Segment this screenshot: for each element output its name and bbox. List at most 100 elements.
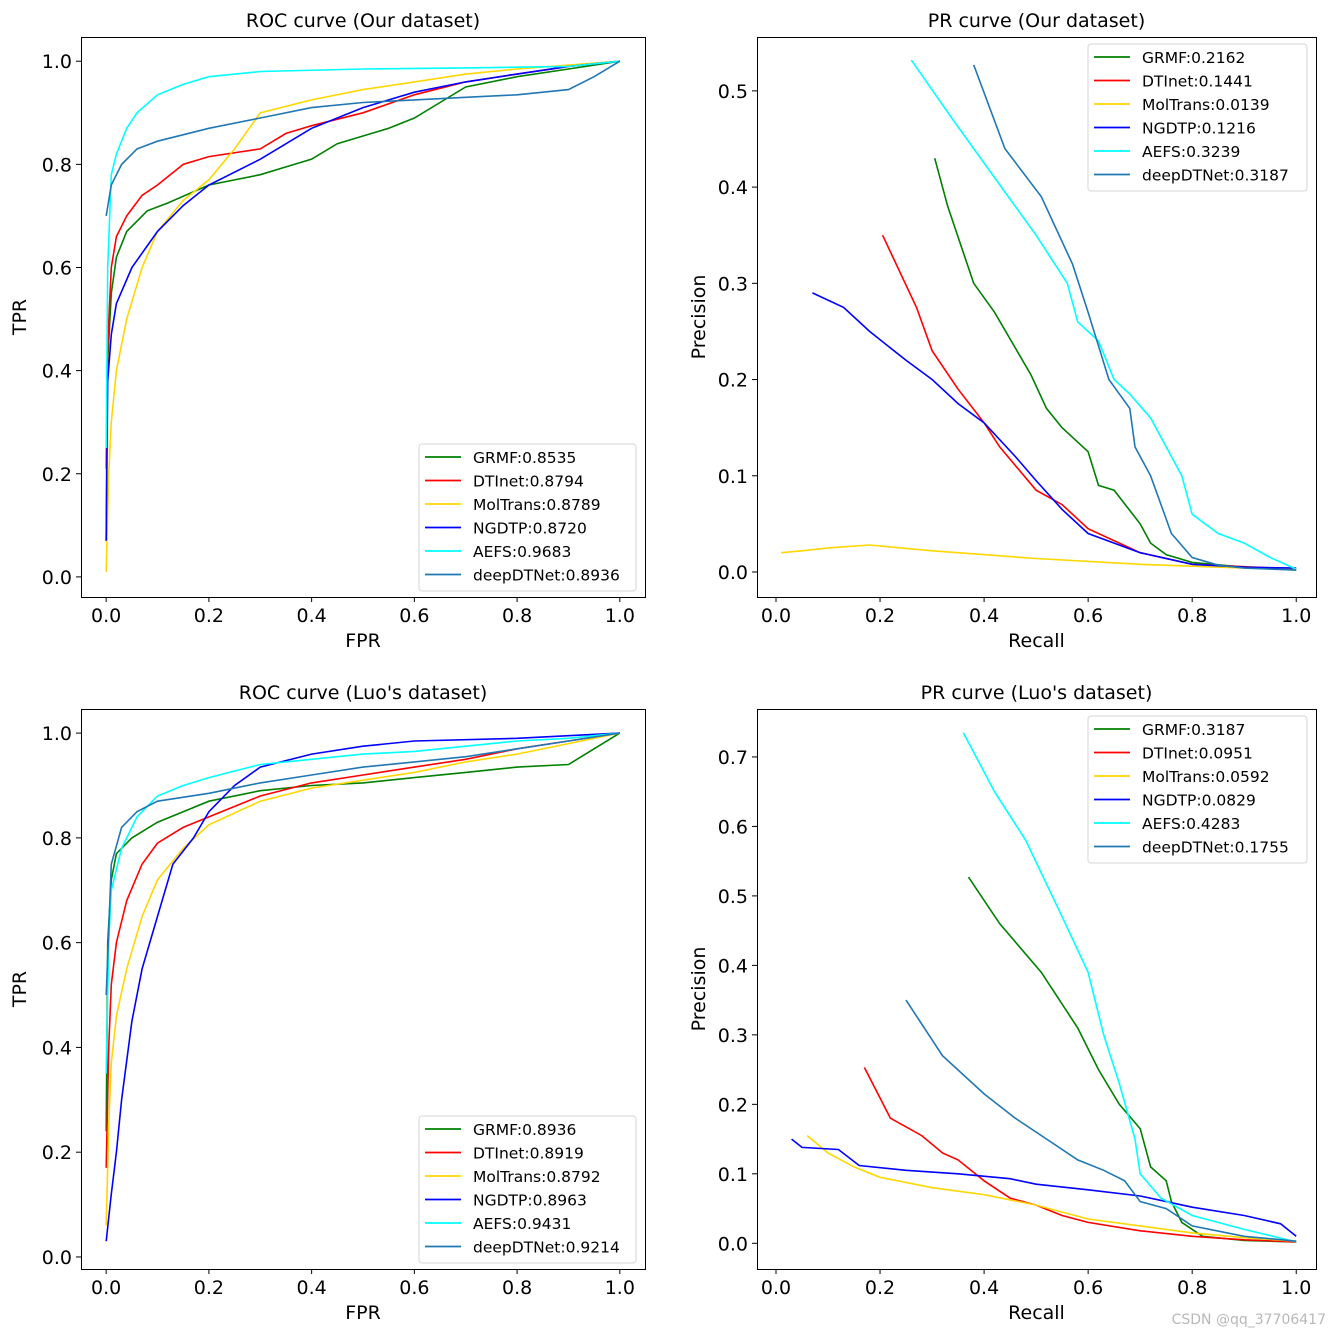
legend-label-dtinet: DTInet:0.0951 [1142,745,1253,763]
y-axis-label: TPR [9,971,31,1008]
legend-label-aefs: AEFS:0.9683 [473,543,571,561]
legend-label-deepdtnet: deepDTNet:0.8936 [473,567,620,585]
series-line-grmf [933,157,1297,571]
series-line-moltrans [781,544,1297,570]
y-tick-label: 0.2 [42,1142,72,1164]
series-line-ngdtp [812,292,1297,569]
legend-label-grmf: GRMF:0.8936 [473,1121,576,1139]
y-axis-label: Precision [688,947,710,1032]
y-axis-label: TPR [9,299,31,336]
x-tick-label: 0.2 [865,1277,895,1299]
y-tick-label: 0.6 [42,933,72,955]
x-tick-label: 0.0 [761,605,791,627]
x-tick-label: 0.6 [1073,605,1103,627]
chart-title: PR curve (Luo's dataset) [921,682,1153,704]
series-line-moltrans [105,732,620,1226]
series-line-moltrans [806,1134,1297,1242]
panel-1: 0.0 0.2 0.4 0.6 0.8 1.0 0.0 0.2 0.4 0.6 0.8 1.0 ROC … [9,10,646,652]
x-tick-label: 0.0 [91,605,121,627]
series-line-dtinet [105,732,620,1168]
y-tick-label: 0.2 [718,1094,748,1116]
legend-box [1087,715,1308,864]
legend-label-moltrans: MolTrans:0.8789 [473,496,601,514]
legend-label-dtinet: DTInet:0.8794 [473,473,584,491]
legend-label-grmf: GRMF:0.3187 [1142,721,1245,739]
series-line-deepdtnet [905,999,1297,1242]
y-tick-label: 0.4 [42,1037,72,1059]
series-line-deepdtnet [972,64,1297,571]
axes-frame [757,709,1317,1270]
axes-frame [81,37,646,598]
legend-box [418,1115,637,1264]
panel-2: 0.0 0.2 0.4 0.6 0.8 1.0 0.0 0.1 0.2 0.3 0.4 0.5 PR c… [688,10,1317,652]
chart-title: ROC curve (Luo's dataset) [239,682,487,704]
legend-label-moltrans: MolTrans:0.8792 [473,1168,601,1186]
x-tick-label: 0.0 [761,1277,791,1299]
legend-label-ngdtp: NGDTP:0.1216 [1142,120,1256,138]
y-tick-label: 0.8 [42,828,72,850]
series-line-ngdtp [105,60,620,541]
x-tick-label: 1.0 [605,1277,635,1299]
legend-label-deepdtnet: deepDTNet:0.1755 [1142,839,1289,857]
x-tick-label: 0.8 [1177,605,1207,627]
y-tick-label: 0.6 [42,257,72,279]
chart-title: PR curve (Our dataset) [928,10,1145,32]
x-tick-label: 0.8 [502,1277,532,1299]
series-line-aefs [105,60,620,449]
legend: GRMF:0.8535 DTInet:0.8794 MolTrans:0.8789 N… [418,443,637,592]
legend: GRMF:0.2162 DTInet:0.1441 MolTrans:0.0139 N… [1087,43,1308,192]
y-tick-label: 0.2 [42,464,72,486]
x-tick-label: 0.8 [1177,1277,1207,1299]
legend-label-moltrans: MolTrans:0.0592 [1142,768,1270,786]
legend-label-deepdtnet: deepDTNet:0.9214 [473,1239,620,1257]
y-tick-label: 0.6 [718,816,748,838]
y-tick-label: 0.3 [718,273,748,295]
x-tick-label: 0.2 [865,605,895,627]
series-line-grmf [105,732,621,1132]
legend-label-ngdtp: NGDTP:0.8963 [473,1192,587,1210]
panel-3: 0.0 0.2 0.4 0.6 0.8 1.0 0.0 0.2 0.4 0.6 0.8 1.0 ROC … [9,682,646,1324]
legend-label-deepdtnet: deepDTNet:0.3187 [1142,167,1289,185]
y-tick-label: 0.3 [718,1025,748,1047]
panel-4: 0.0 0.2 0.4 0.6 0.8 1.0 0.0 0.1 0.2 0.3 0.4 0.5 0.6 0… [688,682,1317,1324]
x-tick-label: 0.4 [297,1277,327,1299]
series-line-dtinet [863,1067,1297,1243]
y-tick-label: 0.1 [718,466,748,488]
axes-frame [757,37,1317,598]
x-tick-label: 0.8 [502,605,532,627]
y-tick-label: 1.0 [42,723,72,745]
y-tick-label: 1.0 [42,51,72,73]
x-tick-label: 0.4 [297,605,327,627]
y-tick-label: 0.5 [718,81,748,103]
series-line-grmf [105,60,620,541]
legend-label-aefs: AEFS:0.9431 [473,1215,571,1233]
legend-box [418,443,637,592]
y-tick-label: 0.0 [42,1247,72,1269]
legend-label-aefs: AEFS:0.3239 [1142,143,1240,161]
legend-box [1087,43,1308,192]
y-tick-label: 0.0 [42,567,72,589]
series-line-aefs [105,732,620,1074]
x-axis-label: Recall [1008,630,1065,652]
x-tick-label: 1.0 [605,605,635,627]
x-tick-label: 1.0 [1281,1277,1311,1299]
x-tick-label: 0.6 [399,1277,429,1299]
y-tick-label: 0.5 [718,886,748,908]
legend-label-dtinet: DTInet:0.1441 [1142,73,1253,91]
x-tick-label: 0.2 [194,1277,224,1299]
y-tick-label: 0.7 [718,747,748,769]
x-axis-label: FPR [345,1302,381,1324]
y-tick-label: 0.0 [718,1233,748,1255]
legend-label-ngdtp: NGDTP:0.8720 [473,520,587,538]
y-tick-label: 0.4 [42,361,72,383]
x-tick-label: 0.4 [969,1277,999,1299]
series-line-moltrans [105,60,620,572]
chart-title: ROC curve (Our dataset) [246,10,480,32]
x-axis-label: FPR [345,630,381,652]
legend-label-aefs: AEFS:0.4283 [1142,815,1240,833]
x-tick-label: 0.6 [399,605,429,627]
series-line-aefs [910,59,1297,570]
watermark: CSDN @qq_37706417 [1172,1312,1326,1328]
x-axis-label: Recall [1008,1302,1065,1324]
